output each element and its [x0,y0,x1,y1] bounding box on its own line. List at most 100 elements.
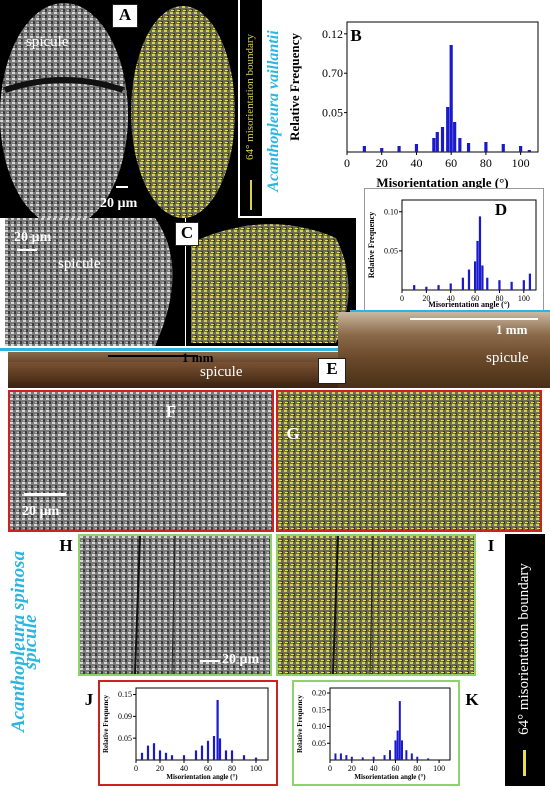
panel-label-e: E [318,358,346,384]
bar-mark [212,736,216,760]
panel-a-boundary-map [128,0,238,218]
bar-mark [435,132,439,152]
divider-line-1 [350,310,550,313]
bar-mark [425,286,428,290]
x-tick-label: 80 [480,156,492,170]
panel-label-h: H [59,536,73,555]
bar-mark [527,150,531,152]
panel-label-d: D [494,200,508,219]
bar-mark [170,755,174,760]
scale-bar-h [200,660,220,662]
panel-e-left [8,352,338,388]
legend-line-top [250,180,252,210]
y-tick-label: 0.12 [322,27,343,41]
species-title-top: Acanthopleura vaillantii [265,30,282,192]
x-tick-label: 80 [228,764,236,773]
x-tick-label: 20 [422,294,430,303]
x-tick-label: 100 [250,764,262,773]
bar-mark [146,745,150,760]
panel-label-g: G [286,424,300,443]
bar-mark [461,277,465,290]
bar-mark [478,216,482,290]
bar-mark [206,740,210,760]
bar-mark [164,752,168,760]
scale-bar-f [24,493,66,496]
bar-mark [449,283,452,290]
x-tick-label: 20 [376,156,388,170]
boundary-legend-bottom: 64° misorientation boundary [516,563,532,735]
spicule-label-e2: spicule [486,350,529,366]
bar-mark [254,757,258,760]
y-tick-label: 0.70 [322,66,343,80]
bar-mark [218,738,222,760]
chart-k: 0 20 40 60 80 100 0.20 0.15 0.10 0.05 Misorientati… [296,687,451,781]
x-tick-label: 100 [512,156,530,170]
bar-mark [401,740,403,760]
species-title-bottom-2: spicule [20,614,41,670]
bar-mark [398,701,401,760]
x-tick-label: 100 [433,764,445,773]
bar-mark [389,750,391,760]
bar-mark [473,261,477,290]
bar-mark [200,745,204,760]
x-tick-label: 80 [495,294,503,303]
panel-a-grayscale [0,0,128,218]
boundary-legend-top: 64° misorientation boundary [244,34,256,160]
bar-mark [396,730,399,760]
scale-bar-c [17,249,37,251]
legend-strip-top [240,0,262,216]
bar-mark [345,755,348,760]
x-tick-label: 40 [447,294,455,303]
y-tick-label: 0.05 [312,739,326,748]
bar-mark [350,756,353,760]
chart-b: 0 20 40 60 80 100 0.12 0.70 0.05 Misorientation a… [287,21,539,190]
bar-mark [230,750,234,760]
panel-label-i: I [487,536,495,555]
scale-label-f: 20 µm [22,504,60,519]
x-tick-label: 0 [344,156,350,170]
bar-mark [152,743,156,760]
scale-bar-e1 [108,355,198,357]
bar-mark [437,285,440,290]
bar-mark [467,269,471,290]
panel-label-k: K [465,690,479,709]
y-tick-label: 0.09 [118,712,132,721]
bar-mark [449,45,453,152]
bar-mark [466,143,471,152]
bar-mark [484,142,488,152]
bar-mark [383,755,386,760]
x-tick-label: 20 [156,764,164,773]
panel-h [78,534,272,676]
x-tick-label: 60 [471,294,479,303]
bar-mark [361,757,364,760]
bar-mark [339,753,342,760]
bar-mark [476,240,479,290]
x-tick-label: 80 [413,764,421,773]
bar-mark [453,122,457,152]
bar-mark [440,127,445,152]
x-tick-label: 0 [134,764,138,773]
bar-mark [486,277,489,290]
x-tick-label: 40 [180,764,188,773]
y-axis-label: Relative Frequency [102,695,110,753]
scale-bar-e2 [410,318,538,320]
panel-c-grayscale [5,218,185,346]
panel-label-b: B [350,26,362,45]
bar-mark [416,756,419,760]
x-tick-label: 20 [348,764,356,773]
x-axis-label: Misorientation angle (°) [354,773,426,781]
bar-mark [334,753,337,760]
chart-d: 0 20 40 60 80 100 0.10 0.05 Misorientation angle… [367,199,537,309]
spicule-label-c: spicule [58,256,101,272]
spicule-label-e1: spicule [200,364,243,380]
chart-j-frame [98,680,278,786]
bar-mark [501,144,505,152]
bar-mark [194,750,198,760]
y-axis-label: Relative Frequency [296,695,304,753]
y-tick-label: 0.15 [312,705,326,714]
x-tick-label: 60 [391,764,399,773]
x-tick-label: 100 [518,294,530,303]
chart-d-frame [364,188,544,312]
bar-mark [405,750,408,760]
scale-label-h: 20 µm [222,652,260,667]
